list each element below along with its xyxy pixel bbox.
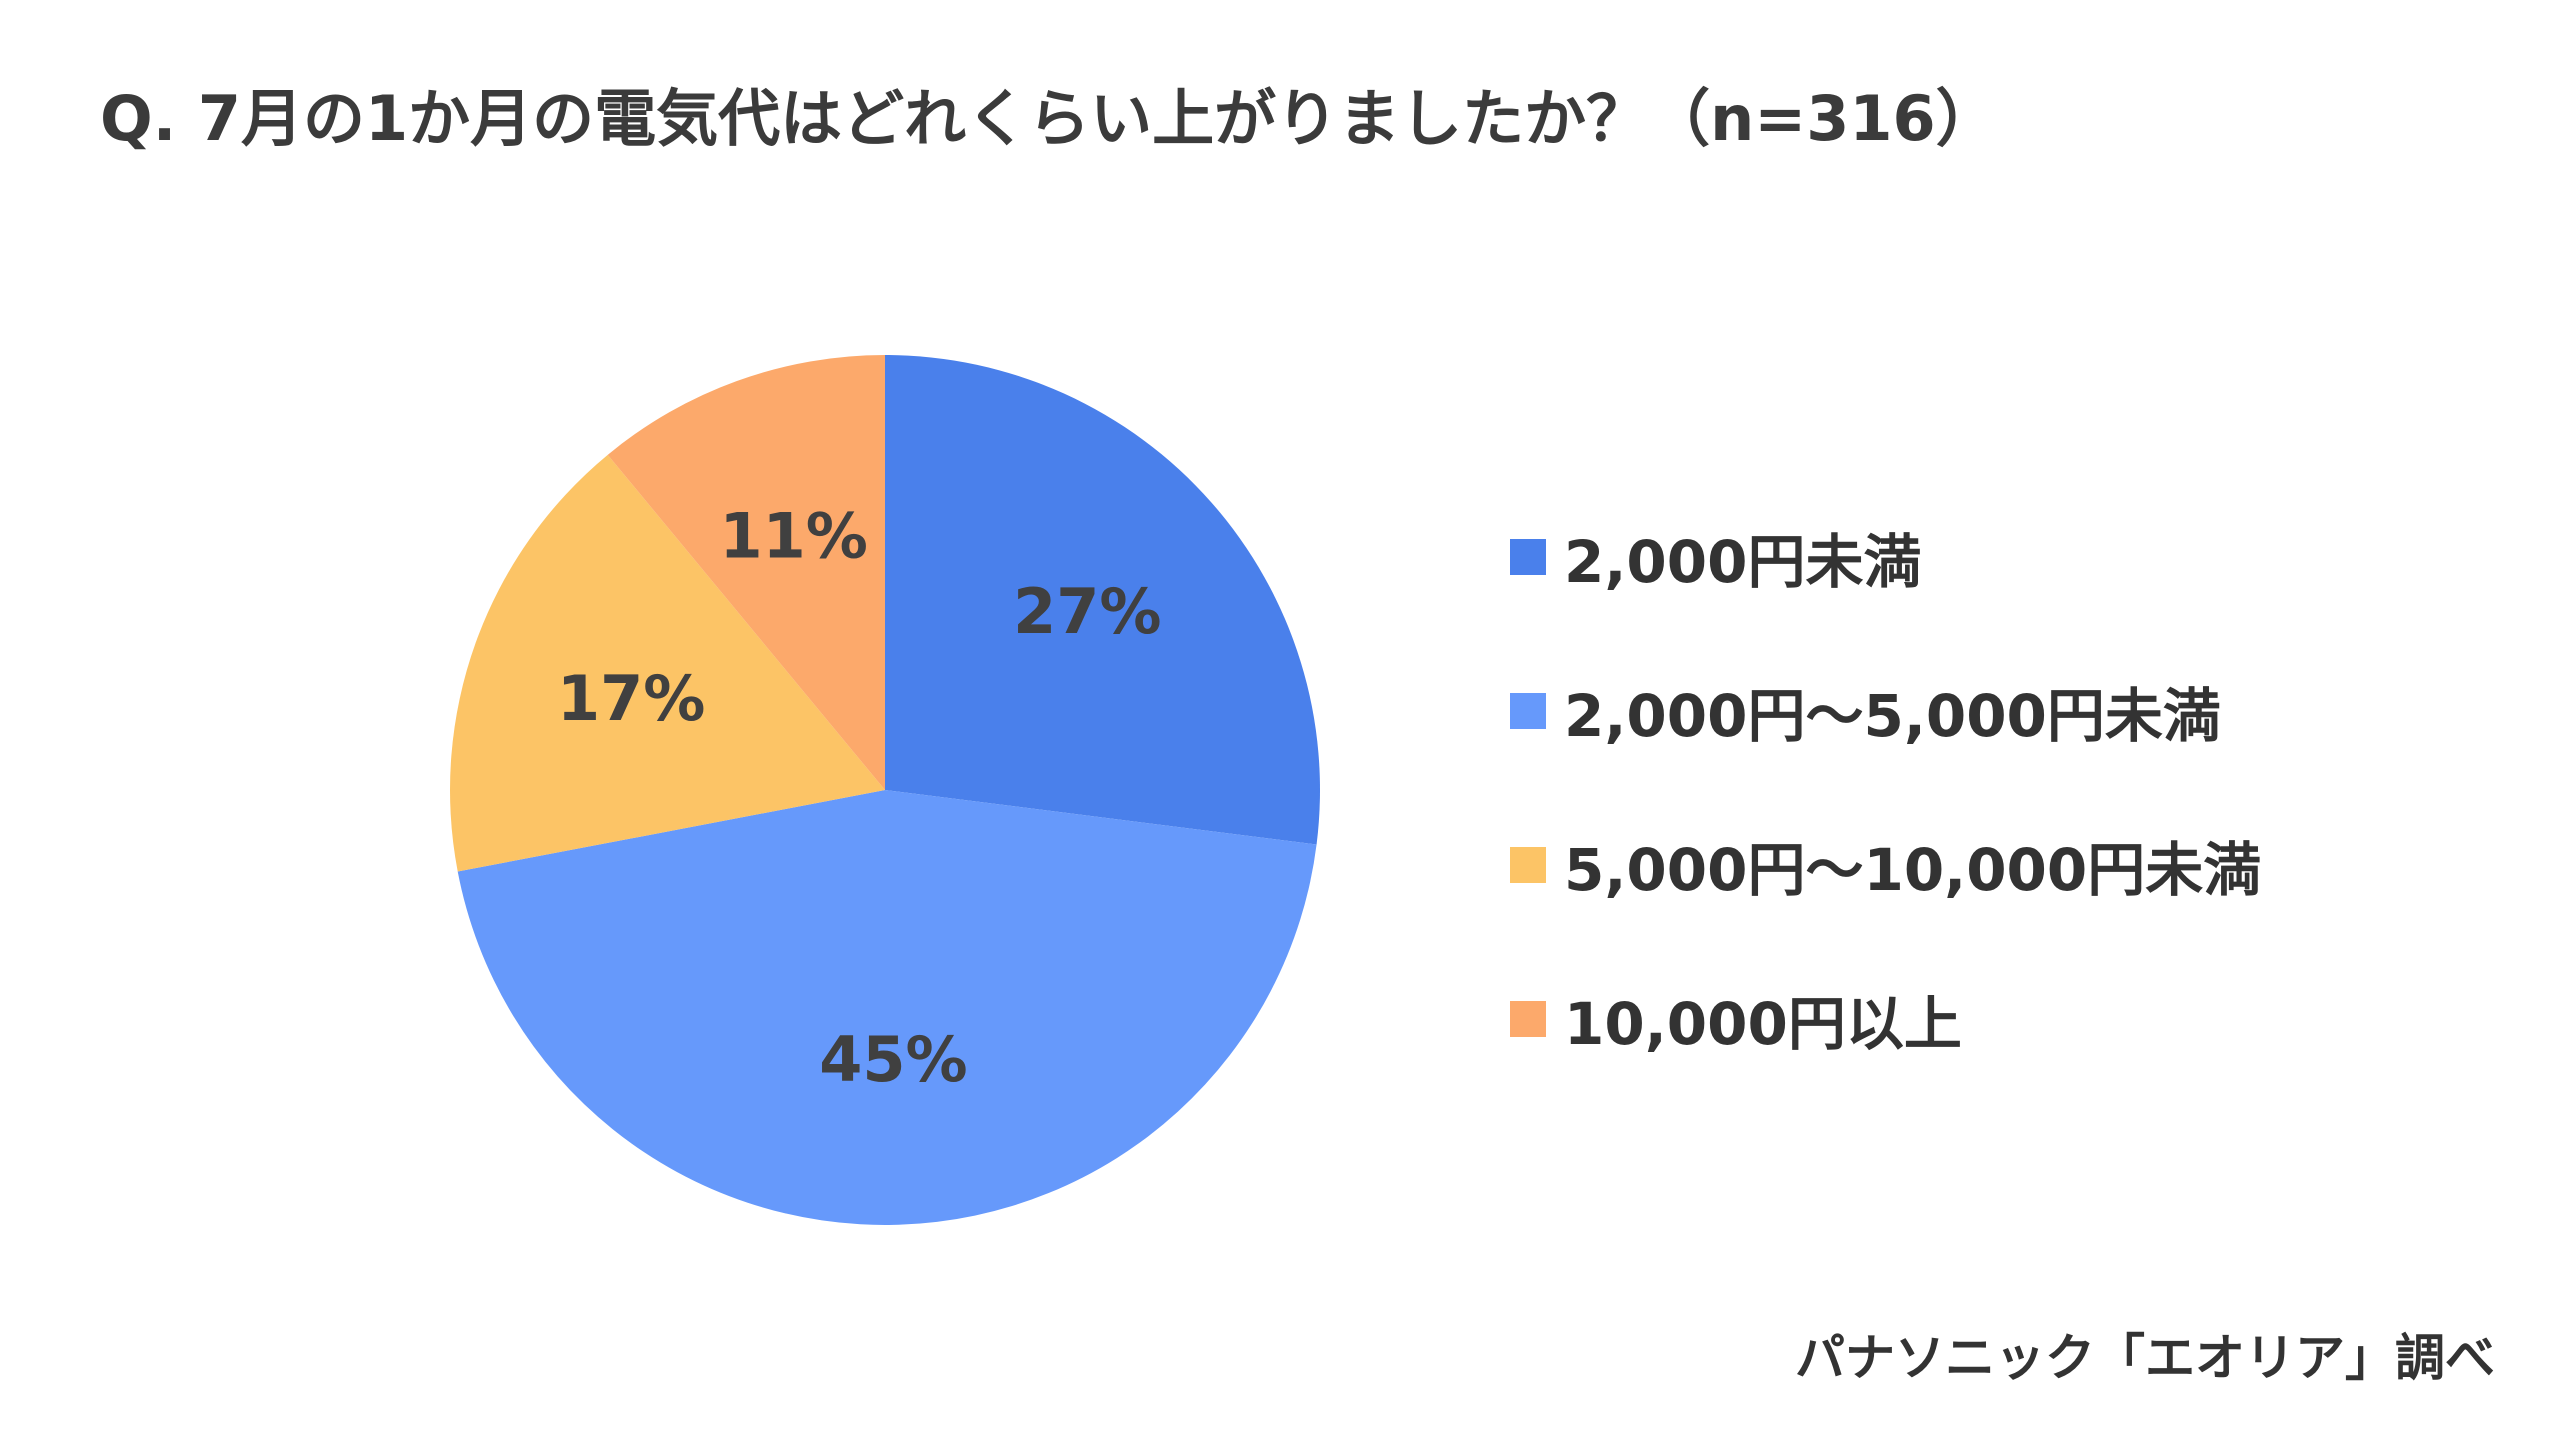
source-note: パナソニック「エオリア」調べ — [1795, 1329, 2495, 1387]
legend-label-4: 10,000円以上 — [1564, 990, 1962, 1058]
slice-label-4: 11% — [719, 500, 867, 573]
legend-label-3: 5,000円～10,000円未満 — [1564, 836, 2262, 904]
legend-label-1: 2,000円未満 — [1564, 528, 1922, 596]
legend-swatch-3 — [1510, 847, 1546, 883]
legend-swatch-1 — [1510, 539, 1546, 575]
legend-swatch-2 — [1510, 693, 1546, 729]
slice-label-1: 27% — [1013, 575, 1161, 648]
pie-slices — [450, 355, 1320, 1225]
pie-slice-4 — [607, 355, 885, 790]
legend-label-2: 2,000円～5,000円未満 — [1564, 682, 2221, 750]
pie-slice-1 — [885, 355, 1320, 845]
legend-item-4: 10,000円以上 — [1510, 942, 2261, 1096]
chart-title: Q. 7月の1か月の電気代はどれくらい上がりましたか？（n=316） — [100, 82, 1998, 155]
legend-swatch-4 — [1510, 1001, 1546, 1037]
legend-item-2: 2,000円～5,000円未満 — [1510, 634, 2261, 788]
pie-slice-2 — [457, 790, 1317, 1225]
legend-item-3: 5,000円～10,000円未満 — [1510, 788, 2261, 942]
legend: 2,000円未満 2,000円～5,000円未満 5,000円～10,000円未満 1… — [1510, 480, 2261, 1096]
legend-item-1: 2,000円未満 — [1510, 480, 2261, 634]
slice-label-2: 45% — [819, 1023, 967, 1096]
slice-label-3: 17% — [557, 662, 705, 735]
pie-slice-labels: 27% 45% 17% 11% — [557, 500, 1161, 1096]
pie-slice-3 — [450, 454, 885, 872]
